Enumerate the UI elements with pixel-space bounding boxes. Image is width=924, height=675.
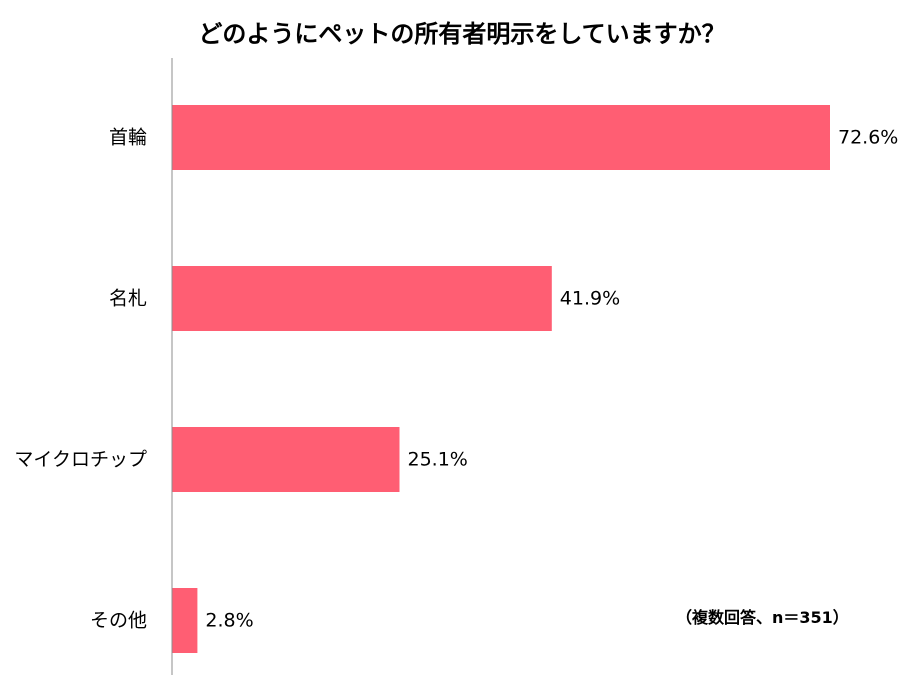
value-label-1: 41.9% — [560, 288, 620, 310]
category-label-2: マイクロチップ — [14, 449, 147, 471]
category-label-3: その他 — [90, 610, 147, 632]
category-label-0: 首輪 — [109, 127, 147, 149]
category-label-1: 名札 — [109, 288, 147, 310]
bars-layer — [172, 105, 830, 653]
bar-2 — [172, 427, 400, 492]
value-label-3: 2.8% — [205, 610, 253, 632]
bar-3 — [172, 588, 198, 653]
sample-size-note: （複数回答、n＝351） — [676, 608, 849, 627]
value-label-2: 25.1% — [408, 449, 468, 471]
chart-title: どのようにペットの所有者明示をしていますか？ — [198, 20, 726, 48]
bar-0 — [172, 105, 830, 170]
value-labels-layer: 72.6% 41.9% 25.1% 2.8% — [205, 127, 898, 632]
value-label-0: 72.6% — [838, 127, 898, 149]
bar-1 — [172, 266, 552, 331]
